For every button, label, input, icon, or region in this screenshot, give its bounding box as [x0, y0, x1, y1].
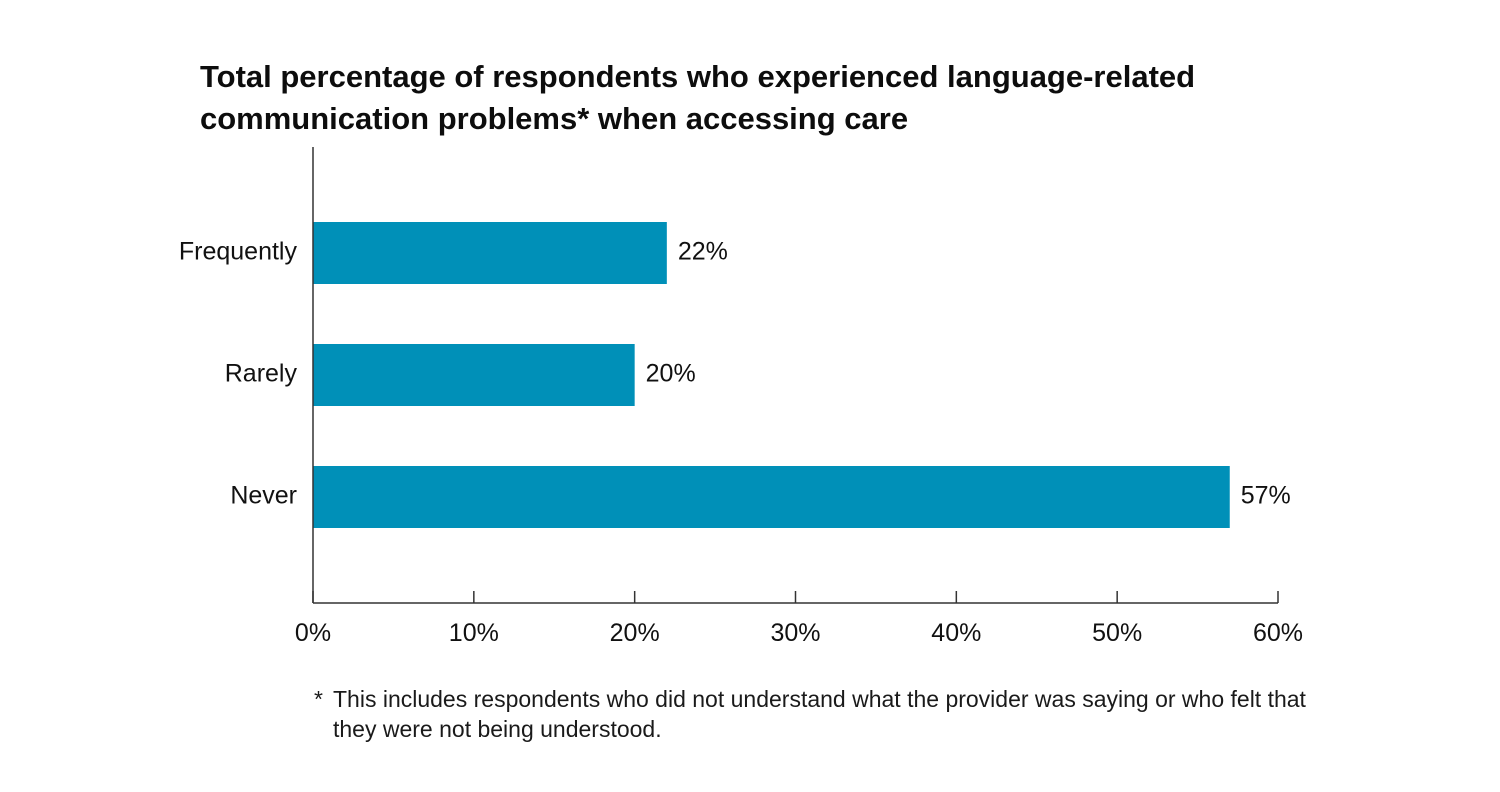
x-tick-label-50: 50% — [1092, 619, 1142, 647]
data-label-rarely: 20% — [646, 360, 696, 388]
x-tick-label-40: 40% — [931, 619, 981, 647]
footnote-asterisk: * — [314, 686, 323, 712]
chart-title: Total percentage of respondents who expe… — [200, 59, 1196, 136]
labels-layer: Frequently 22% Rarely 20% Never 57% 0% 10% 20% 30… — [179, 238, 1303, 647]
data-label-frequently: 22% — [678, 238, 728, 266]
x-tick-label-30: 30% — [770, 619, 820, 647]
x-tick-label-0: 0% — [295, 619, 331, 647]
x-tick-label-10: 10% — [449, 619, 499, 647]
bars-layer — [313, 222, 1230, 528]
footnote: * This includes respondents who did not … — [314, 684, 1314, 744]
category-label-never: Never — [230, 482, 297, 510]
bar-frequently — [313, 222, 667, 284]
axes-layer — [312, 147, 1279, 604]
x-tick-label-60: 60% — [1253, 619, 1303, 647]
x-tick-label-20: 20% — [610, 619, 660, 647]
footnote-text: This includes respondents who did not un… — [333, 686, 1306, 742]
data-label-never: 57% — [1241, 482, 1291, 510]
category-label-frequently: Frequently — [179, 238, 298, 266]
bar-never — [313, 466, 1230, 528]
category-label-rarely: Rarely — [225, 360, 298, 388]
bar-rarely — [313, 344, 635, 406]
